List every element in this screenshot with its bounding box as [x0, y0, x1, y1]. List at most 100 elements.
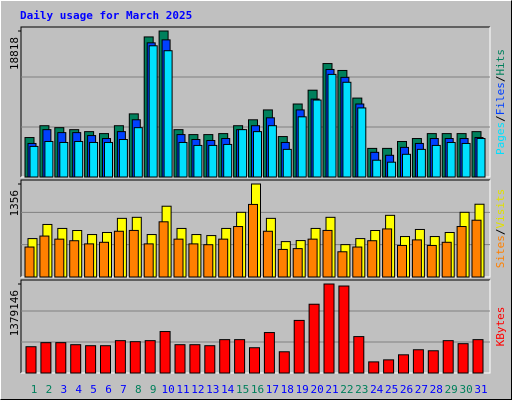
x-tick-label: 3 — [60, 383, 67, 396]
bar — [372, 159, 382, 178]
bar — [174, 344, 186, 374]
bar — [158, 221, 169, 278]
bar — [297, 116, 307, 178]
bar — [74, 140, 84, 178]
bar — [456, 226, 467, 278]
bar — [367, 240, 378, 278]
x-tick-label: 24 — [370, 383, 384, 396]
bar — [352, 246, 363, 278]
bar — [337, 251, 348, 278]
legend-entry: Visits — [494, 189, 507, 229]
bar — [353, 336, 365, 374]
bar — [189, 344, 201, 374]
bar — [308, 303, 320, 374]
bar — [427, 350, 439, 374]
bar — [398, 354, 409, 374]
bar — [193, 144, 203, 178]
bar — [411, 239, 422, 278]
bar — [461, 142, 471, 178]
x-tick-label: 8 — [135, 383, 142, 396]
x-tick-label: 9 — [150, 383, 157, 396]
x-tick-label: 13 — [206, 383, 219, 396]
bar — [218, 238, 229, 278]
bar — [457, 343, 469, 374]
x-tick-label: 31 — [474, 383, 487, 396]
bar — [144, 340, 156, 374]
bar — [148, 45, 158, 178]
bar — [133, 127, 143, 178]
legend-entry: KBytes — [494, 307, 507, 347]
x-tick-label: 11 — [176, 383, 189, 396]
x-tick-label: 18 — [281, 383, 294, 396]
bar — [342, 81, 352, 178]
bar — [204, 345, 216, 374]
bar — [383, 359, 395, 374]
x-tick-label: 1 — [31, 383, 38, 396]
legend-entry: Sites — [494, 235, 507, 268]
y-tick-label: 18818 — [8, 37, 21, 70]
x-tick-label: 20 — [310, 383, 323, 396]
x-tick-label: 27 — [415, 383, 428, 396]
bar — [471, 219, 482, 278]
bar — [55, 342, 67, 374]
x-tick-label: 28 — [430, 383, 443, 396]
bar — [44, 140, 54, 178]
bar — [89, 141, 99, 178]
bar — [357, 107, 367, 178]
x-tick-label: 21 — [325, 383, 338, 396]
x-tick-label: 30 — [459, 383, 472, 396]
y-tick-label: 1356 — [8, 190, 21, 217]
bar — [472, 339, 484, 374]
bar — [118, 139, 128, 178]
bar — [208, 144, 218, 178]
bar — [338, 285, 350, 374]
bar — [128, 229, 139, 278]
bar — [402, 153, 411, 178]
x-tick-label: 23 — [355, 383, 368, 396]
chart-title: Daily usage for March 2025 — [20, 9, 192, 22]
legend: Sites/Visits — [494, 189, 507, 269]
bar — [85, 345, 97, 374]
bar — [84, 243, 95, 278]
x-tick-label: 29 — [445, 383, 458, 396]
bar — [173, 238, 184, 278]
bar — [104, 141, 113, 178]
legend-entry: Pages — [494, 122, 507, 155]
x-tick-label: 16 — [251, 383, 264, 396]
bar — [249, 347, 260, 374]
bar — [129, 341, 141, 374]
bar — [327, 73, 337, 178]
legend: KBytes — [494, 307, 507, 347]
bar — [446, 141, 456, 178]
x-tick-label: 10 — [161, 383, 174, 396]
legend-separator: / — [494, 115, 507, 122]
bar — [441, 241, 452, 278]
bar — [322, 229, 333, 278]
legend-entry: Files — [494, 82, 507, 115]
x-tick-label: 2 — [46, 383, 53, 396]
bar — [24, 246, 35, 278]
bar — [114, 340, 126, 374]
x-tick-label: 17 — [266, 383, 279, 396]
bar — [476, 138, 486, 178]
bar — [442, 340, 454, 374]
bar — [431, 144, 441, 178]
bar — [59, 141, 69, 178]
y-tick-label: 1379146 — [8, 290, 21, 336]
bar — [69, 240, 80, 278]
bar — [412, 349, 424, 374]
bar — [278, 351, 290, 374]
bar — [368, 361, 380, 374]
bar — [238, 129, 248, 178]
bar — [99, 241, 109, 278]
x-tick-label: 15 — [236, 383, 249, 396]
x-tick-label: 12 — [191, 383, 204, 396]
bar — [25, 346, 37, 374]
bar — [40, 342, 52, 374]
bar — [387, 161, 397, 178]
bar — [312, 99, 322, 178]
x-tick-label: 7 — [120, 383, 127, 396]
bar — [233, 226, 244, 278]
